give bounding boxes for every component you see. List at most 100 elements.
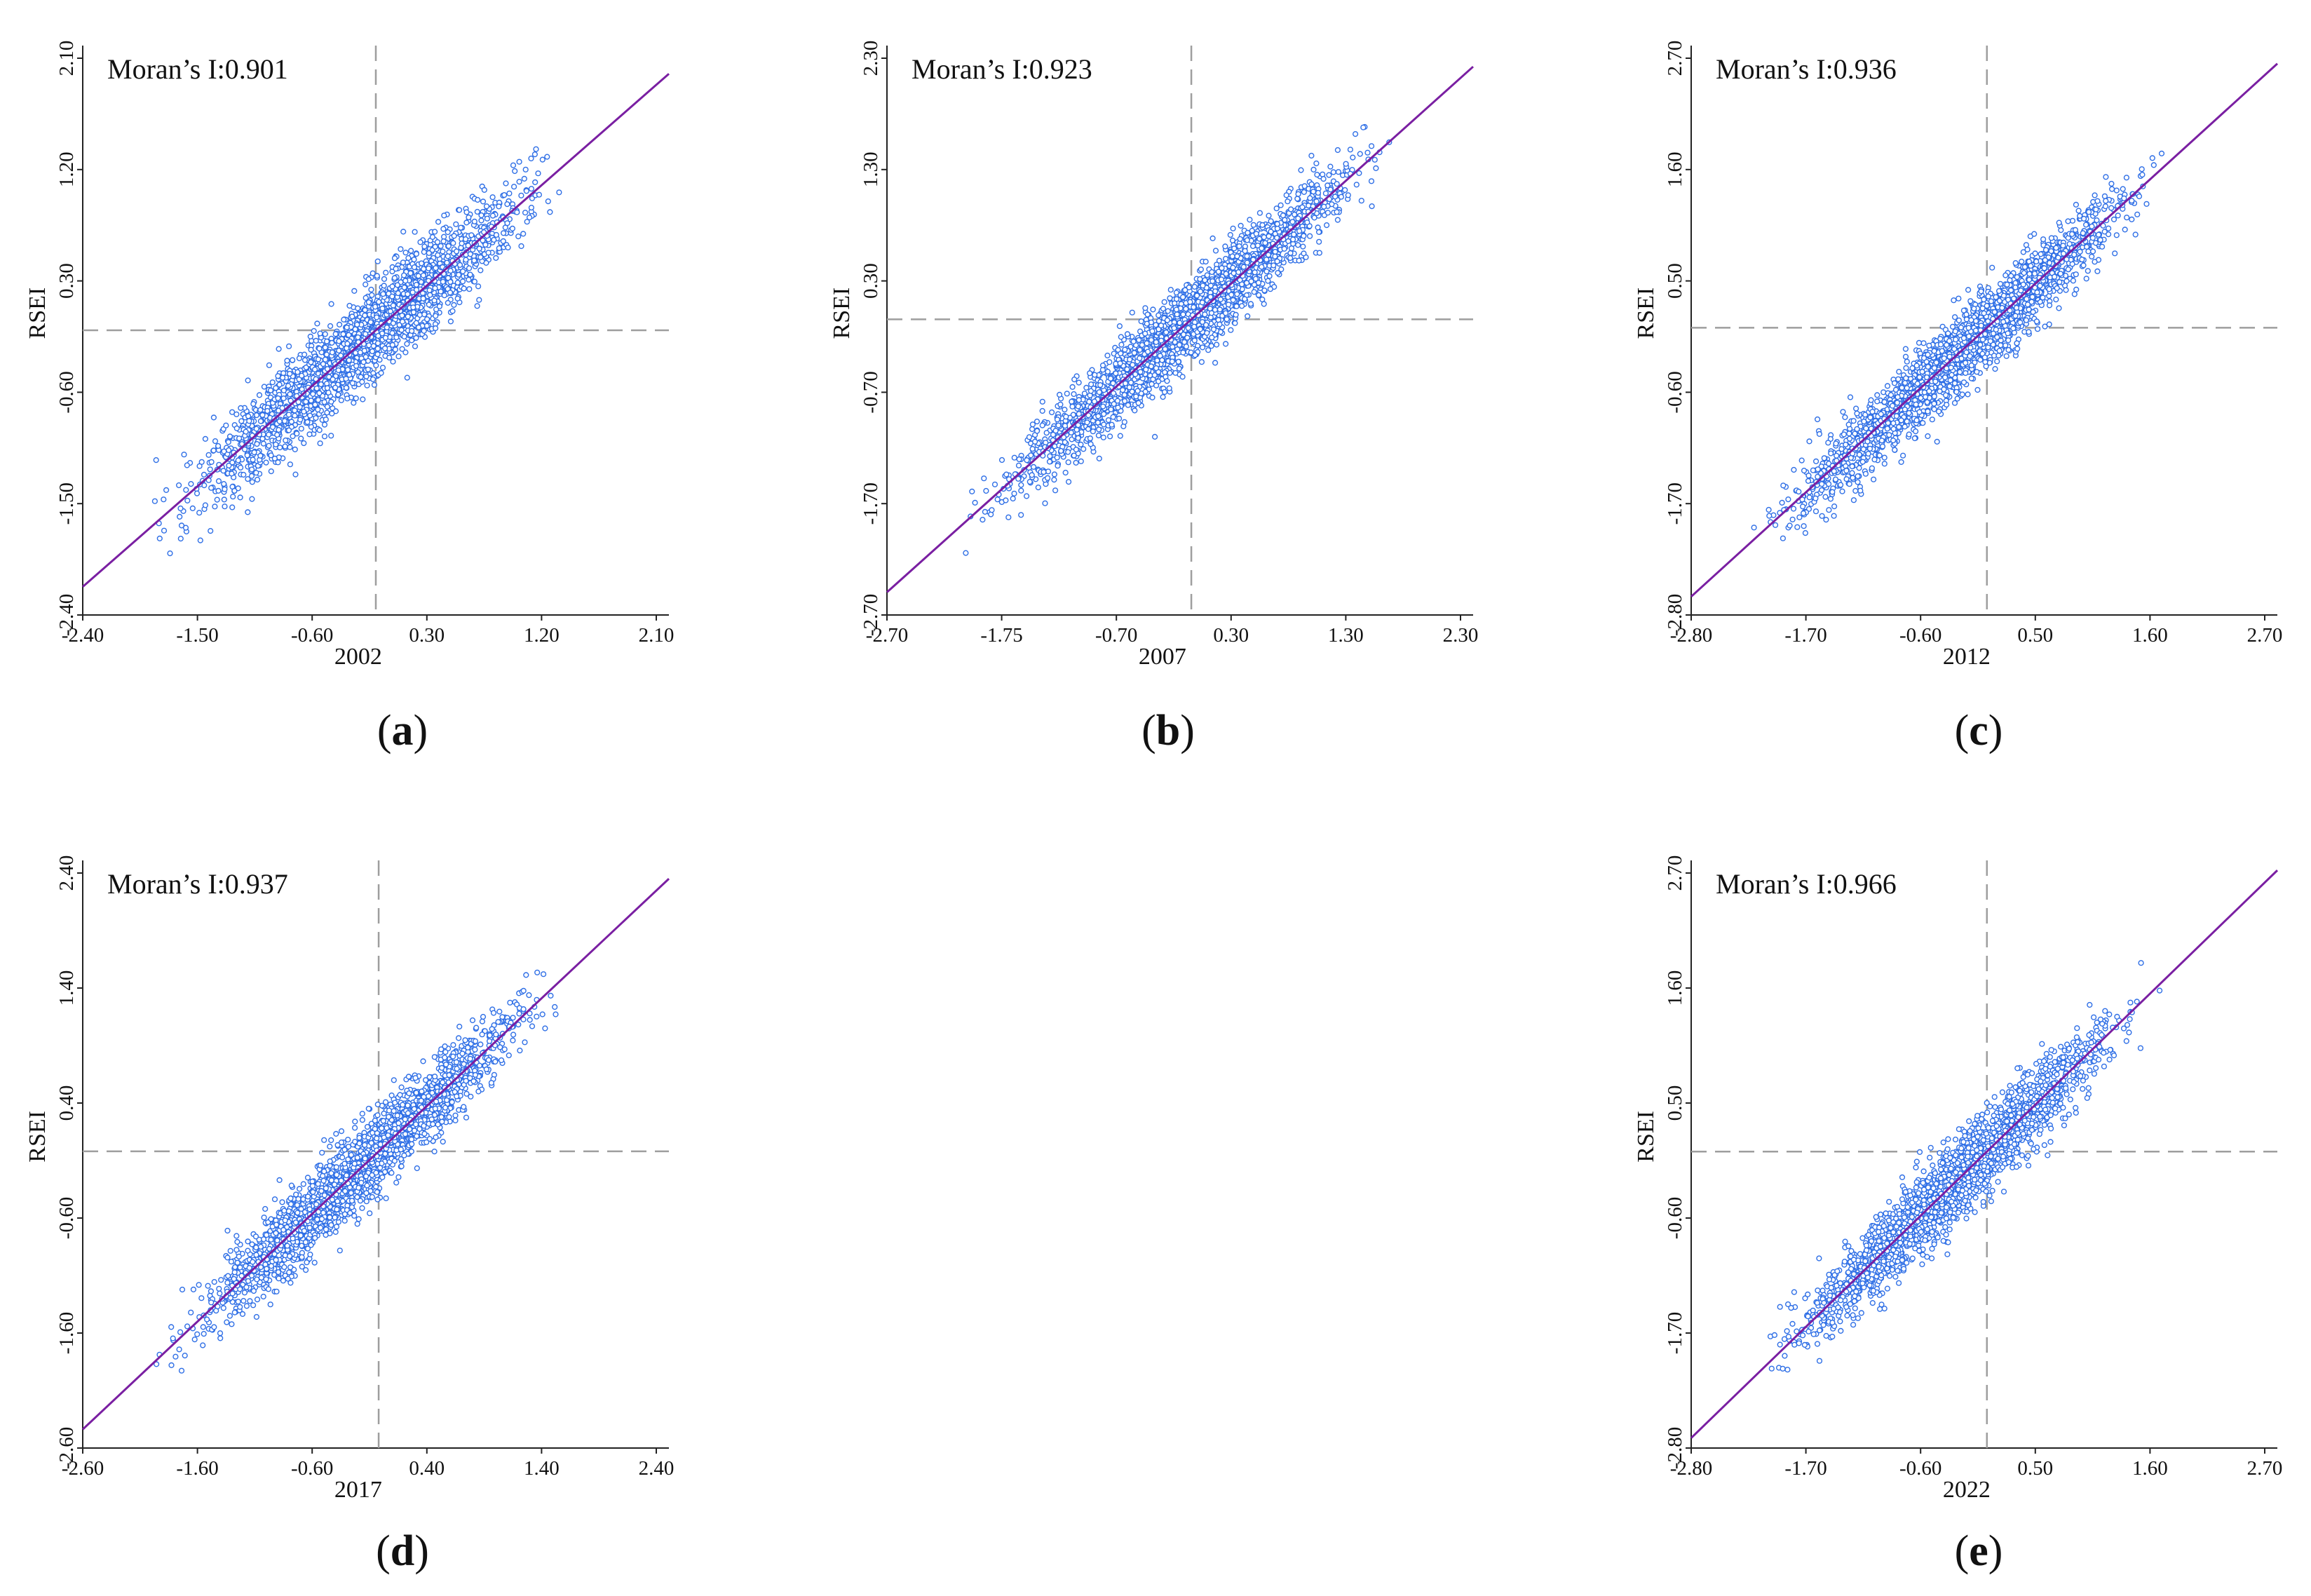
data-point [1343,161,1349,167]
data-point [292,446,298,453]
data-point [421,249,427,255]
data-point [306,431,313,438]
data-point [1156,312,1162,318]
data-point [1055,463,1061,469]
data-point [506,190,513,196]
data-point [1121,398,1128,405]
data-point [404,341,410,347]
data-point [1231,245,1238,252]
scatter-points [1751,150,2165,541]
data-point [1357,151,1363,157]
data-point [510,184,517,190]
data-point [1075,435,1081,441]
data-point [1334,217,1341,223]
data-point [273,441,279,447]
data-point [1216,257,1223,264]
data-point [1062,423,1069,429]
data-point [1005,514,1012,520]
data-point [454,295,461,302]
y-tick-label: 0.50 [1664,263,1686,299]
y-tick-label: -1.70 [860,482,882,525]
data-point [440,248,446,255]
data-point [500,230,507,236]
data-point [426,302,432,308]
data-point [313,385,320,391]
data-point [336,347,342,354]
data-point [1179,294,1186,300]
data-point [1369,203,1375,210]
data-point [455,271,462,278]
data-point [335,391,341,398]
data-point [1073,459,1079,466]
data-point [324,403,331,410]
data-point [317,330,323,337]
data-point [373,362,379,369]
x-tick-label: 0.30 [1213,624,1249,647]
data-point [1217,306,1224,313]
data-point [1042,500,1048,506]
data-point [1167,370,1173,376]
data-point [1256,236,1263,242]
data-point [1212,360,1219,366]
data-point [198,459,205,465]
data-point [235,457,241,464]
data-point [1097,381,1104,388]
data-point [1242,296,1248,302]
data-point [323,351,330,358]
data-point [447,290,454,296]
data-point [1182,287,1188,293]
data-point [1209,235,1216,242]
data-point [535,170,541,177]
data-point [1335,169,1342,175]
data-point [238,418,245,424]
x-tick-label: -2.40 [62,624,104,647]
data-point [257,407,264,413]
data-point [391,275,398,281]
data-point [1114,398,1121,404]
data-point [276,426,282,433]
data-point [1222,341,1229,347]
data-point [1245,313,1251,320]
data-point [1352,131,1359,137]
data-point [445,253,451,259]
data-point [1222,243,1228,250]
data-point [297,417,304,423]
data-point [461,285,467,292]
data-point [1313,160,1320,167]
data-point [413,320,419,326]
data-point [1261,288,1268,294]
data-point [395,353,402,360]
y-tick-label: 2.70 [1664,41,1686,76]
data-point [208,485,215,491]
data-point [361,348,367,354]
data-point [402,250,409,256]
data-point [1133,393,1139,400]
data-point [1751,525,1757,531]
data-point [518,192,524,198]
data-point [433,265,439,271]
data-point [1095,432,1102,439]
data-point [523,188,530,194]
x-tick-label: -0.60 [291,624,333,647]
data-point [459,268,466,275]
data-point [383,269,389,276]
data-point [346,302,353,309]
data-point [1044,475,1051,481]
x-tick-label: -0.70 [1095,624,1137,647]
data-point [201,471,208,478]
data-point [359,379,365,385]
data-point [1347,147,1354,153]
data-point [1096,389,1102,395]
data-point [353,363,360,369]
data-point [1011,490,1017,496]
data-point [1071,452,1077,459]
data-point [287,370,293,377]
data-point [1029,421,1036,428]
data-point [409,327,415,334]
data-point [420,272,427,278]
data-point [1154,357,1160,364]
data-point [287,461,294,468]
data-point [545,198,551,205]
data-point [496,203,502,210]
data-point [1268,218,1274,224]
